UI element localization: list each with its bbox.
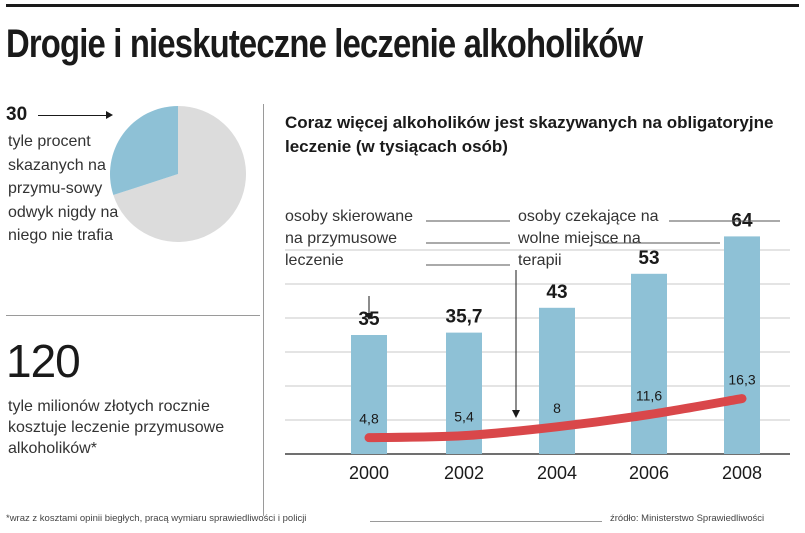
arrow-right-icon [106,111,113,119]
x-tick-label: 2004 [537,463,577,483]
pie-slice-highlight [109,106,178,196]
footnote: *wraz z kosztami opinii biegłych, pracą … [6,513,307,524]
bar [631,273,667,454]
pie-slice-rest [113,106,246,242]
footnote-rule [370,521,602,522]
horizontal-divider [6,315,260,316]
vertical-divider [263,104,264,516]
chart-title: Coraz więcej alkoholików jest skazywanyc… [285,113,774,156]
arrow-down-icon [365,313,373,320]
line-value-label: 16,3 [728,372,755,388]
source-note: źródło: Ministerstwo Sprawiedliwości [610,513,765,524]
percent-value: 30 [6,104,28,125]
bar [724,236,760,454]
line-value-label: 4,8 [359,411,379,427]
cost-description: tyle milionów złotych rocznie kosztuje l… [8,398,225,457]
arrow-down-icon [512,410,520,418]
page-title: Drogie i nieskuteczne leczenie alkoholik… [6,22,643,66]
legend-referred: osoby skierowane na przymusowe leczenie [285,208,414,269]
pie-chart [109,106,246,242]
bar-value-label: 35,7 [446,307,483,328]
percent-arrow-line [38,115,110,116]
series-line-waiting [364,394,747,443]
x-tick-label: 2006 [629,463,669,483]
percent-description: tyle procent skazanych na przymu-sowy od… [8,133,119,244]
x-tick-label: 2008 [722,463,762,483]
top-rule [6,4,799,7]
line-value-label: 11,6 [636,388,662,404]
bar-value-label: 53 [638,248,659,269]
x-tick-label: 2000 [349,463,389,483]
line-value-label: 8 [553,400,561,416]
x-tick-label: 2002 [444,463,484,483]
cost-value: 120 [6,335,81,387]
bar-value-label: 43 [546,282,567,303]
line-value-label: 5,4 [454,409,474,425]
